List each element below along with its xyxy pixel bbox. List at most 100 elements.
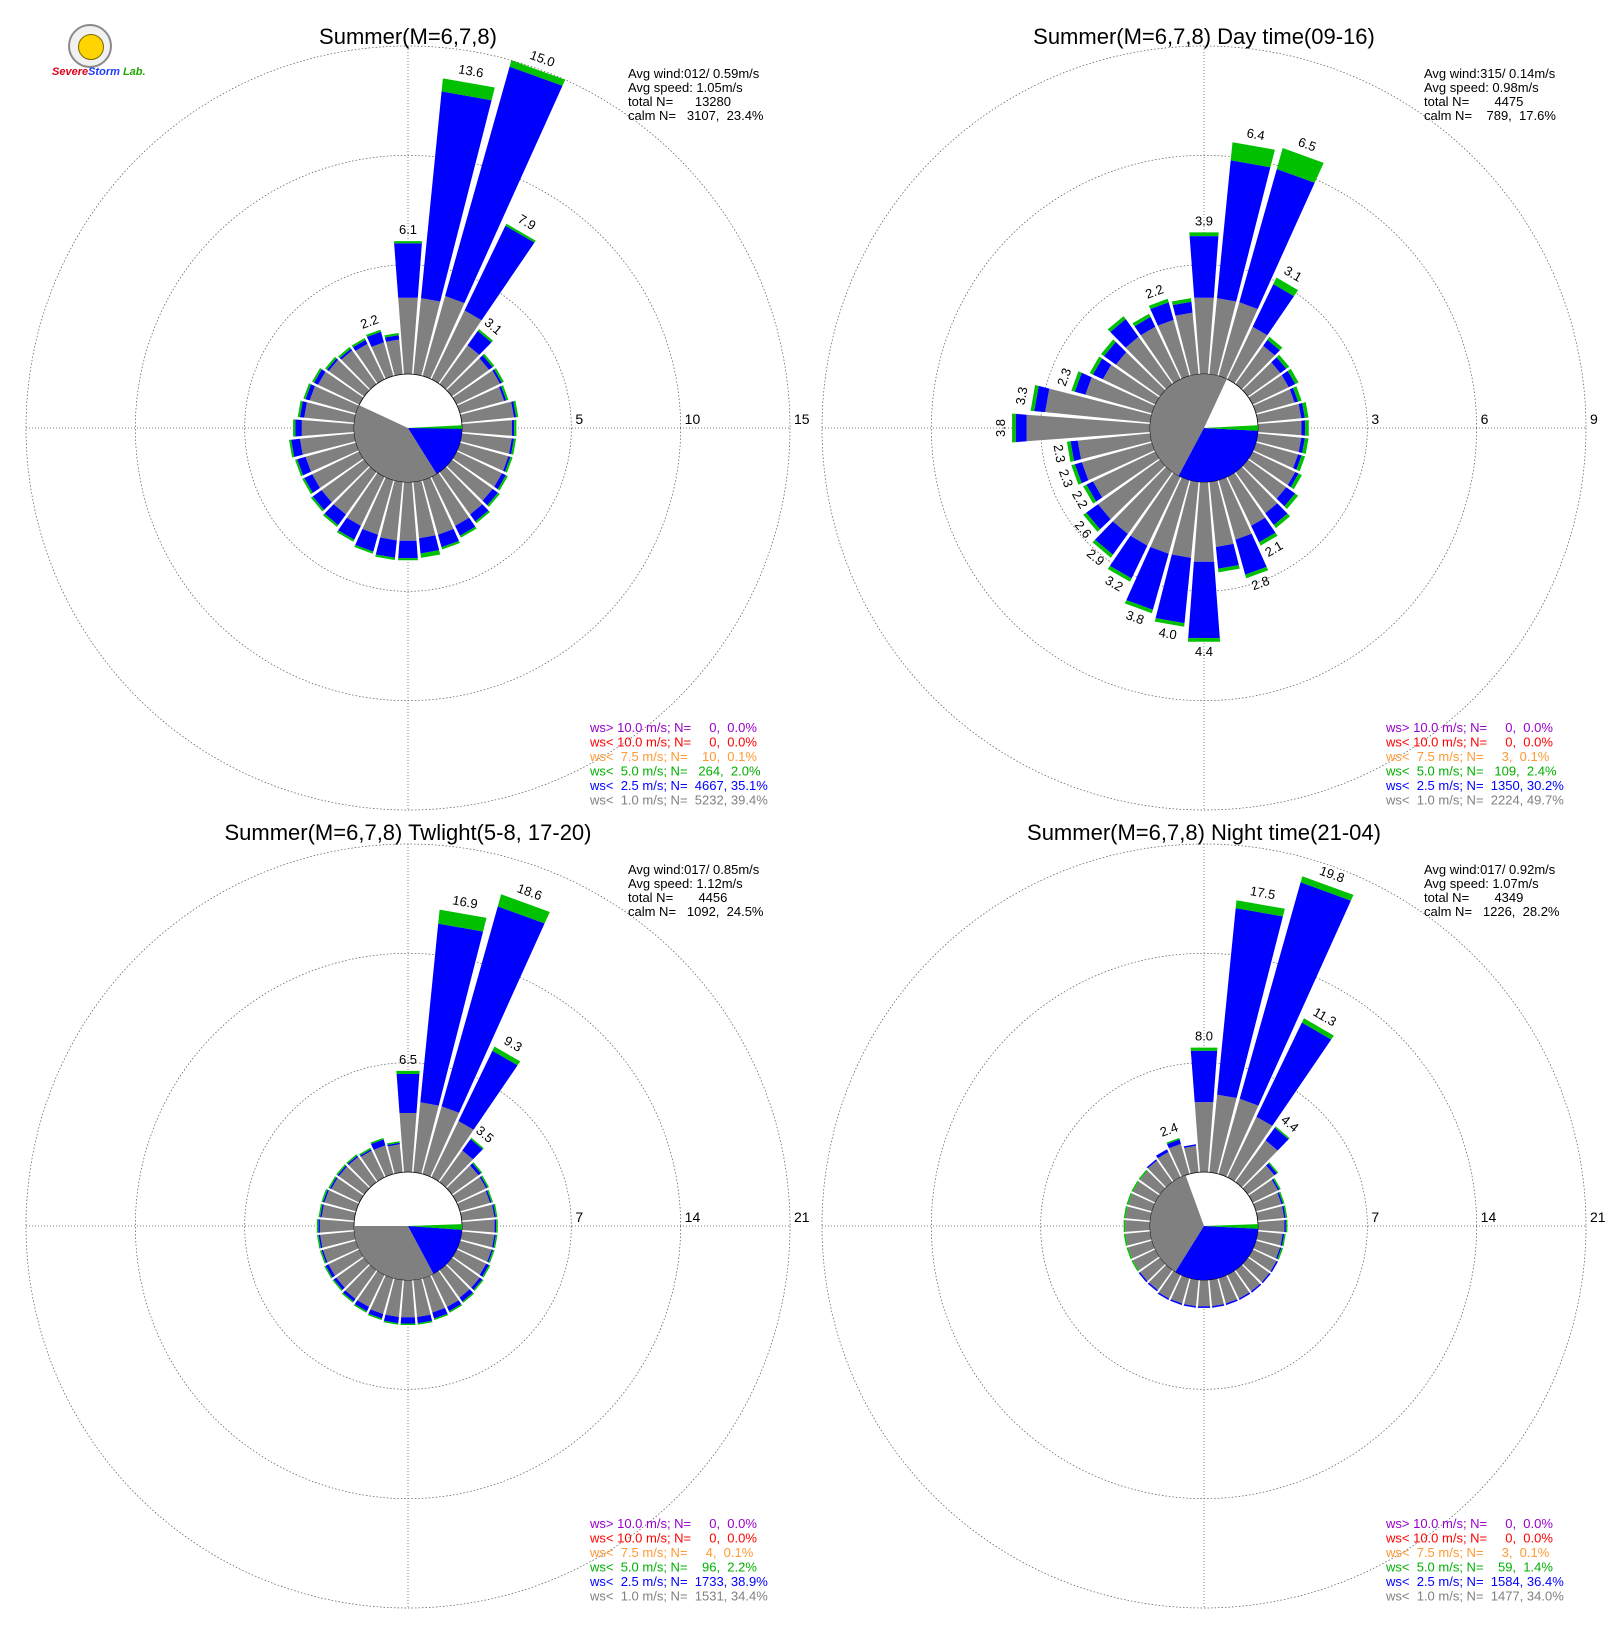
petal-green-segment xyxy=(297,400,303,418)
petal-blue-segment xyxy=(398,540,418,559)
petal-blue-segment xyxy=(1126,547,1169,610)
petal-green-segment xyxy=(1276,148,1324,183)
petal-gray-segment xyxy=(1193,481,1215,562)
petal-green-segment xyxy=(1012,413,1016,443)
calm-sector xyxy=(1178,428,1258,483)
petal-green-segment xyxy=(482,353,495,368)
petal-value-label: 6.4 xyxy=(1246,125,1266,143)
petal-blue-segment xyxy=(1188,561,1220,639)
petal-value-label: 4.4 xyxy=(1195,644,1213,659)
petal-blue-segment xyxy=(1092,358,1112,380)
calm-sector xyxy=(1150,1175,1204,1272)
petal-green-segment xyxy=(400,1323,416,1325)
petal-blue-segment xyxy=(1271,1178,1280,1191)
petal-green-segment xyxy=(1301,1018,1334,1040)
ring-label: 14 xyxy=(685,1209,701,1225)
panel-title: Summer(M=6,7,8) Twlight(5-8, 17-20) xyxy=(224,820,591,845)
petal-green-segment xyxy=(1296,455,1306,472)
petal-gray-segment xyxy=(1253,1192,1282,1212)
petal-blue-segment xyxy=(492,1204,496,1218)
petal-gray-segment xyxy=(460,401,514,423)
petal-gray-segment xyxy=(446,1165,479,1195)
petal-gray-segment xyxy=(1130,472,1181,546)
petal-gray-segment xyxy=(461,420,512,436)
petal-green-segment xyxy=(470,1137,484,1150)
petal-green-segment xyxy=(441,541,460,550)
petal-blue-segment xyxy=(291,438,303,457)
petal-gray-segment xyxy=(457,442,509,471)
petal-gray-segment xyxy=(439,345,480,390)
petal-blue-segment xyxy=(1293,454,1302,470)
petal-green-segment xyxy=(493,1234,498,1249)
lab-seal-icon xyxy=(68,24,112,68)
petal-blue-segment xyxy=(464,225,535,321)
petal-blue-segment xyxy=(1225,1299,1238,1306)
petal-blue-segment xyxy=(1134,316,1156,336)
petal-gray-segment xyxy=(1235,345,1275,390)
petal-blue-segment xyxy=(511,401,517,418)
petal-gray-segment xyxy=(1227,1270,1250,1299)
petal-blue-segment xyxy=(338,517,361,540)
petal-green-segment xyxy=(1123,1220,1126,1232)
petal-green-segment xyxy=(449,1304,463,1313)
petal-blue-segment xyxy=(347,1155,359,1165)
petal-green-segment xyxy=(438,909,487,932)
petal-blue-segment xyxy=(318,1219,320,1233)
petal-green-segment xyxy=(322,513,339,527)
petal-gray-segment xyxy=(1194,1102,1214,1173)
petal-blue-segment xyxy=(1150,302,1174,326)
petal-gray-segment xyxy=(1158,1270,1181,1299)
petal-blue-segment xyxy=(1034,385,1050,413)
petal-green-segment xyxy=(1171,298,1192,305)
petal-value-label: 13.6 xyxy=(457,61,485,80)
petal-value-label: 2.2 xyxy=(358,312,380,332)
petal-blue-segment xyxy=(1277,1192,1284,1205)
petal-blue-segment xyxy=(325,1264,335,1278)
petal-gray-segment xyxy=(452,370,500,405)
petal-green-segment xyxy=(1273,513,1291,529)
petal-blue-segment xyxy=(1086,481,1103,502)
petal-green-segment xyxy=(509,60,566,86)
petal-gray-segment xyxy=(387,1144,403,1174)
petal-green-segment xyxy=(336,530,355,542)
petal-blue-segment xyxy=(441,906,545,1113)
petal-value-label: 2.2 xyxy=(1143,281,1165,301)
legend-entry: ws> 10.0 m/s; N= 0, 0.0% xyxy=(1385,720,1553,735)
petal-blue-segment xyxy=(447,1300,462,1312)
legend-entry: ws< 1.0 m/s; N= 1531, 34.4% xyxy=(589,1589,768,1604)
petal-blue-segment xyxy=(1138,1272,1148,1283)
petal-blue-segment xyxy=(383,1314,399,1324)
petal-value-label: 16.9 xyxy=(451,892,479,911)
petal-green-segment xyxy=(1268,1162,1279,1174)
petal-blue-segment xyxy=(387,1142,400,1147)
petal-gray-segment xyxy=(1248,375,1289,405)
petal-green-segment xyxy=(1283,1205,1288,1218)
petal-gray-segment xyxy=(446,1257,480,1288)
petal-gray-segment xyxy=(1227,326,1268,384)
stats-line: Avg speed: 1.07m/s xyxy=(1424,876,1539,891)
grid-ring xyxy=(134,952,682,1500)
wind-rose-panel: 5 10 156.113.615.07.93.12.2Summer(M=6,7,8)… xyxy=(25,24,810,811)
legend-entry: ws< 1.0 m/s; N= 2224, 49.7% xyxy=(1385,793,1564,808)
petal-gray-segment xyxy=(312,451,364,488)
petal-blue-segment xyxy=(1155,554,1191,624)
petal-gray-segment xyxy=(398,297,418,375)
petal-green-segment xyxy=(496,1219,498,1233)
petal-gray-segment xyxy=(1128,1240,1155,1259)
petal-green-segment xyxy=(1189,232,1219,237)
petal-gray-segment xyxy=(386,339,403,376)
petal-blue-segment xyxy=(1252,284,1294,336)
petal-blue-segment xyxy=(1156,1149,1169,1159)
petal-gray-segment xyxy=(457,1190,491,1212)
stats-line: calm N= 3107, 23.4% xyxy=(628,108,764,123)
petal-gray-segment xyxy=(1209,1278,1224,1307)
grid-ring xyxy=(134,154,682,702)
petal-blue-segment xyxy=(420,923,484,1106)
petal-blue-segment xyxy=(384,335,400,342)
petal-green-segment xyxy=(316,1219,319,1233)
petal-green-segment xyxy=(324,1265,333,1279)
petal-blue-segment xyxy=(1239,882,1351,1106)
petal-blue-segment xyxy=(467,330,492,355)
petal-value-label: 2.8 xyxy=(1249,573,1271,593)
petal-green-segment xyxy=(336,1164,346,1176)
